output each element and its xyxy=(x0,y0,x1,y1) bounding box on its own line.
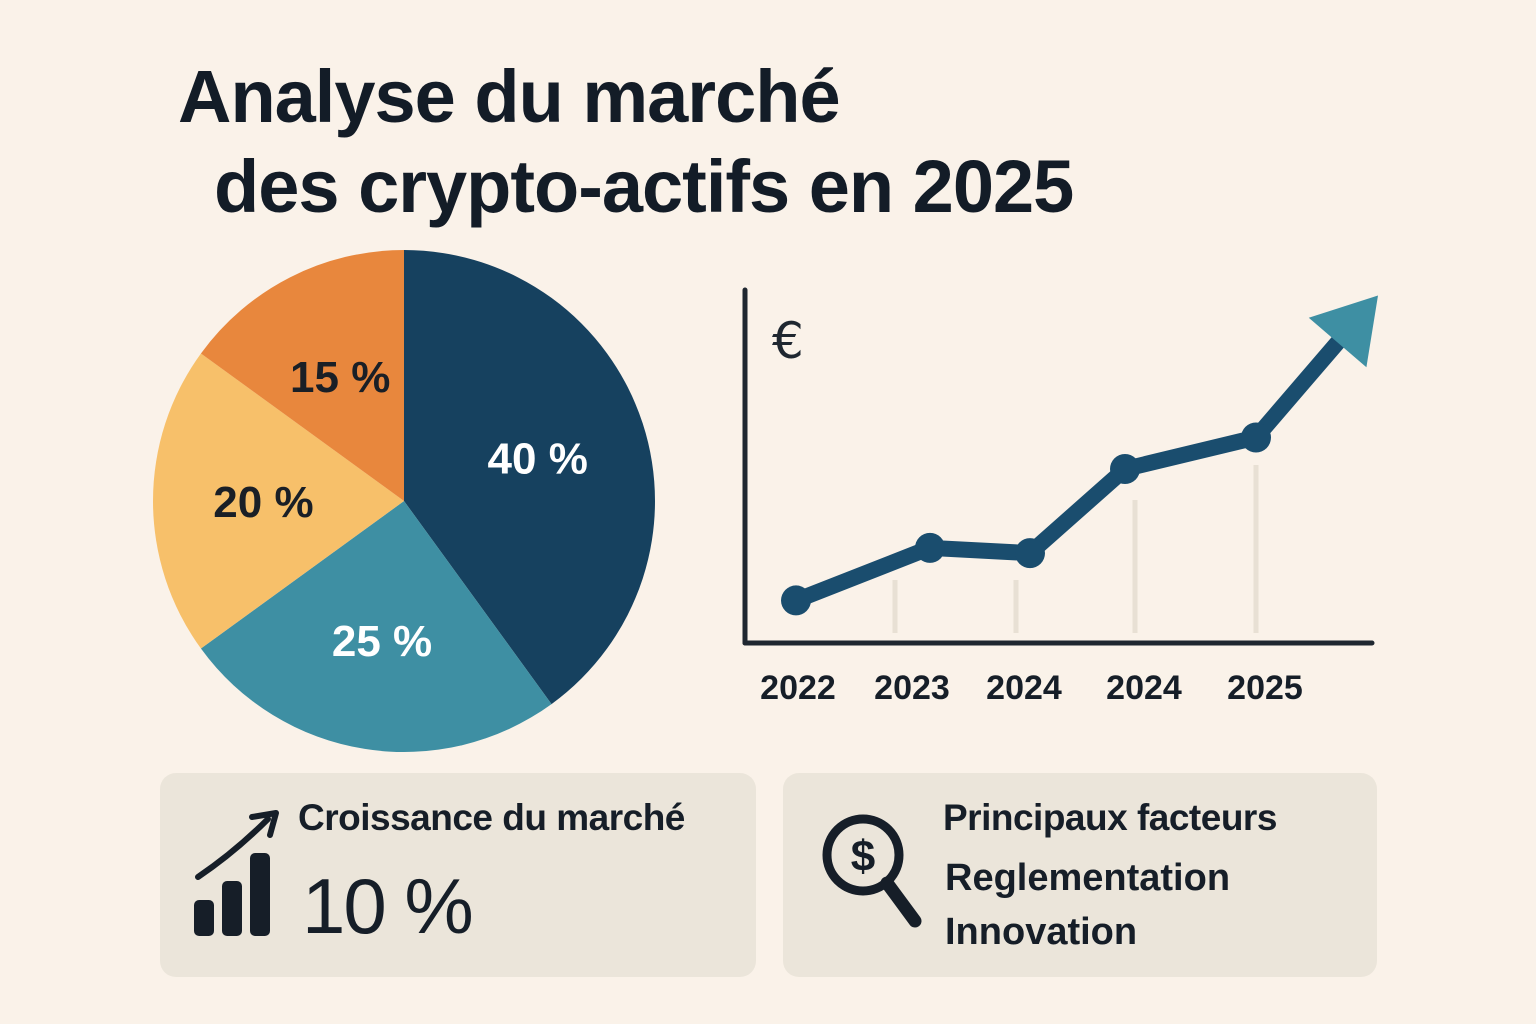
data-point xyxy=(915,532,945,563)
data-point xyxy=(1015,538,1045,569)
factor-item: Reglementation xyxy=(945,857,1231,899)
svg-text:$: $ xyxy=(851,832,875,881)
title-line-2: des crypto-actifs en 2025 xyxy=(214,145,1074,228)
pie-slice xyxy=(200,501,552,752)
pie-slice-label: 25 % xyxy=(332,617,432,666)
pie-slice xyxy=(153,353,404,649)
growth-card-value: 10 % xyxy=(302,862,474,950)
x-tick-label: 2023 xyxy=(874,669,950,707)
data-point xyxy=(1241,422,1271,453)
x-tick-label: 2024 xyxy=(1106,669,1182,707)
x-tick-label: 2022 xyxy=(760,669,836,707)
growth-chart-icon xyxy=(194,810,279,936)
data-point xyxy=(1110,454,1140,484)
pie-slice-label: 20 % xyxy=(213,478,313,527)
factor-item: Innovation xyxy=(945,911,1138,953)
pie-slice xyxy=(200,250,404,501)
pie-slice-label: 15 % xyxy=(290,353,390,402)
factors-card: $ Principaux facteurs Reglementation Inn… xyxy=(783,773,1377,977)
growth-card: Croissance du marché 10 % xyxy=(160,773,756,977)
page-title: Analyse du marché des crypto-actifs en 2… xyxy=(178,52,1074,232)
x-tick-label: 2024 xyxy=(986,669,1062,707)
dollar-magnifier-icon: $ xyxy=(822,814,922,928)
pie-slice xyxy=(404,250,655,705)
data-point xyxy=(781,585,811,616)
line-series-path xyxy=(788,317,1360,609)
line-chart: € 2022 2023 2024 2024 2025 xyxy=(742,287,1378,707)
y-axis-label-euro: € xyxy=(772,312,804,370)
x-tick-label: 2025 xyxy=(1227,669,1303,707)
pie-chart: 40 % 25 % 20 % 15 % xyxy=(153,250,655,752)
trend-arrowhead xyxy=(1308,295,1378,368)
title-line-1: Analyse du marché xyxy=(178,55,841,138)
growth-card-title: Croissance du marché xyxy=(298,797,685,838)
pie-slice-label: 40 % xyxy=(488,435,588,484)
factors-card-title: Principaux facteurs xyxy=(943,797,1277,838)
